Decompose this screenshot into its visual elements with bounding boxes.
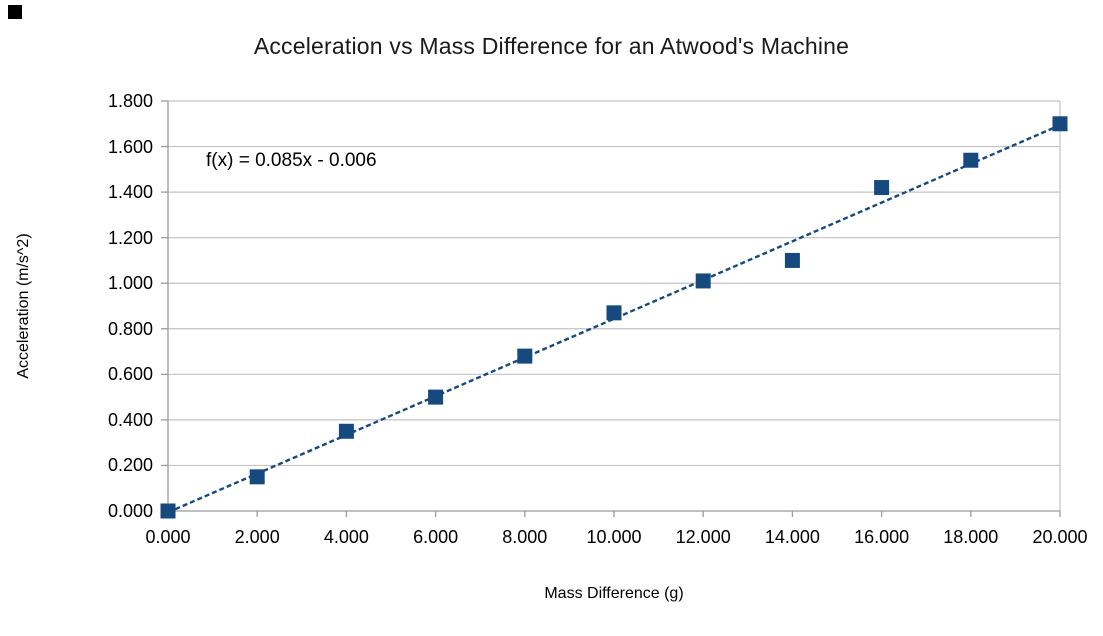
- selection-handle[interactable]: [8, 5, 22, 19]
- trendline-equation-label: f(x) = 0.085x - 0.006: [206, 150, 377, 171]
- data-point-marker[interactable]: [1052, 116, 1068, 132]
- x-axis-tick-label: 4.000: [323, 527, 369, 547]
- data-point-marker[interactable]: [160, 503, 176, 519]
- x-axis-tick-label: 16.000: [854, 527, 910, 547]
- x-axis-tick-label: 6.000: [413, 527, 459, 547]
- trend-line: [168, 124, 1060, 511]
- x-axis-tick-label: 2.000: [234, 527, 280, 547]
- y-axis-tick-label: 1.400: [107, 182, 153, 203]
- y-axis-title-text: Acceleration (m/s^2): [15, 233, 32, 379]
- y-axis-tick-label: 1.600: [107, 136, 153, 157]
- x-axis-tick-label: 12.000: [675, 527, 731, 547]
- y-axis-tick-label: 0.600: [107, 364, 153, 385]
- y-axis-tick-label: 1.800: [107, 91, 153, 111]
- x-axis-tick-label: 10.000: [586, 527, 642, 547]
- y-axis-tick-label: 1.200: [107, 227, 153, 248]
- x-axis-title: Mass Difference (g): [544, 585, 684, 602]
- x-axis-tick-label: 18.000: [943, 527, 999, 547]
- x-axis-tick-label: 20.000: [1032, 527, 1088, 547]
- data-point-marker[interactable]: [606, 305, 622, 321]
- x-axis-tick-label: 0.000: [145, 527, 191, 547]
- y-axis-tick-label: 0.800: [107, 318, 153, 339]
- x-axis-tick-label: 8.000: [502, 527, 548, 547]
- y-axis-tick-label: 0.400: [107, 409, 153, 430]
- data-point-marker[interactable]: [784, 252, 800, 268]
- y-axis-tick-label: 0.000: [107, 501, 153, 521]
- data-point-marker[interactable]: [249, 469, 265, 485]
- y-axis-tick-label: 1.000: [107, 273, 153, 294]
- data-point-marker[interactable]: [428, 389, 444, 405]
- data-point-marker[interactable]: [695, 273, 711, 289]
- data-point-marker[interactable]: [874, 180, 890, 196]
- data-point-marker[interactable]: [517, 348, 533, 364]
- x-axis-tick-label: 14.000: [764, 527, 820, 547]
- chart-title: Acceleration vs Mass Difference for an A…: [253, 33, 850, 59]
- data-point-marker[interactable]: [963, 152, 979, 168]
- y-axis-tick-label: 0.200: [107, 455, 153, 476]
- data-point-marker[interactable]: [338, 423, 354, 439]
